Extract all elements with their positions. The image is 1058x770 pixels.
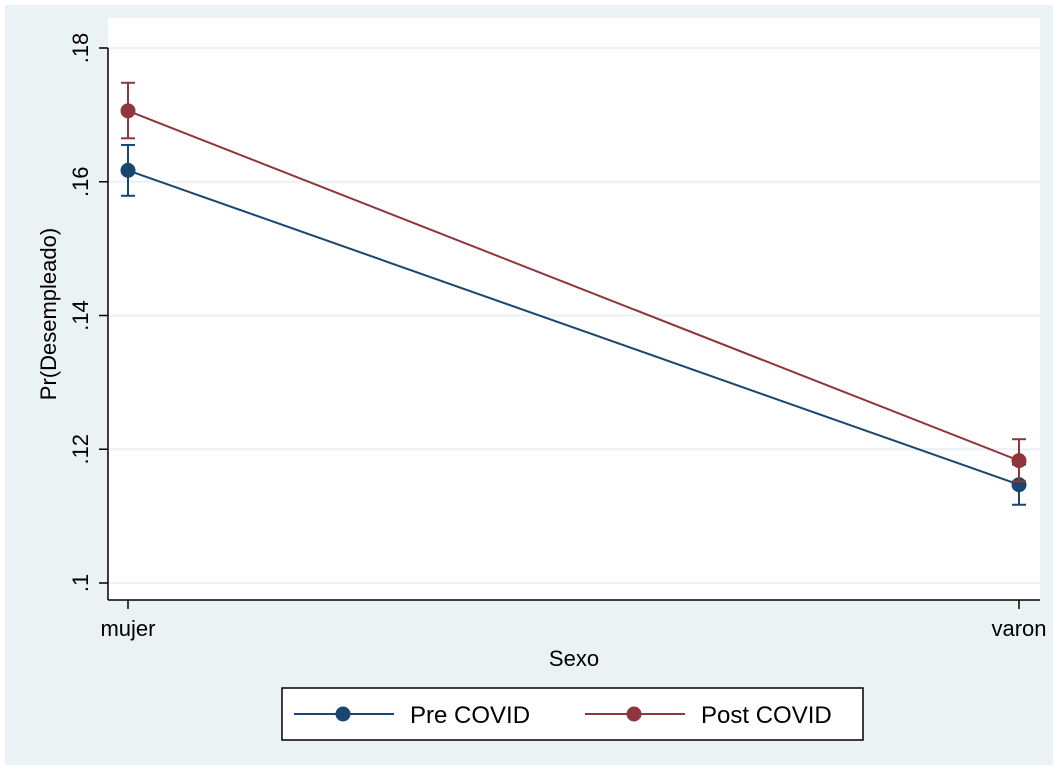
- data-point: [120, 162, 136, 178]
- y-tick-label: .14: [68, 300, 93, 331]
- y-tick-label: .12: [68, 434, 93, 465]
- series-1: [120, 81, 1027, 483]
- legend-swatch-marker: [335, 706, 351, 722]
- series-line: [127, 109, 1020, 462]
- legend: Pre COVID Post COVID: [281, 687, 864, 741]
- y-tick-label: .16: [68, 166, 93, 197]
- legend-item: Post COVID: [585, 702, 832, 729]
- data-point: [120, 103, 136, 119]
- legend-label: Pre COVID: [410, 702, 530, 729]
- y-ticks: .1 .12 .14 .16 .18: [68, 33, 108, 592]
- data-point: [1011, 453, 1027, 469]
- series-line: [127, 169, 1020, 486]
- plot-background: [108, 18, 1040, 600]
- legend-items: Pre COVID Post COVID: [294, 702, 832, 729]
- y-axis-title: Pr(Desempleado): [36, 228, 61, 400]
- axes: [107, 48, 1040, 601]
- x-axis-title: Sexo: [549, 646, 599, 671]
- x-tick-label: varon: [991, 616, 1046, 641]
- legend-label: Post COVID: [701, 702, 832, 729]
- x-ticks: mujer varon: [100, 600, 1047, 641]
- legend-item: Pre COVID: [294, 702, 530, 729]
- series-0: [120, 143, 1027, 506]
- y-tick-label: .1: [68, 574, 93, 592]
- legend-swatch-marker: [626, 706, 642, 722]
- grid-lines: [108, 47, 1040, 584]
- x-tick-label: mujer: [100, 616, 155, 641]
- series: [120, 81, 1027, 506]
- y-tick-label: .18: [68, 33, 93, 64]
